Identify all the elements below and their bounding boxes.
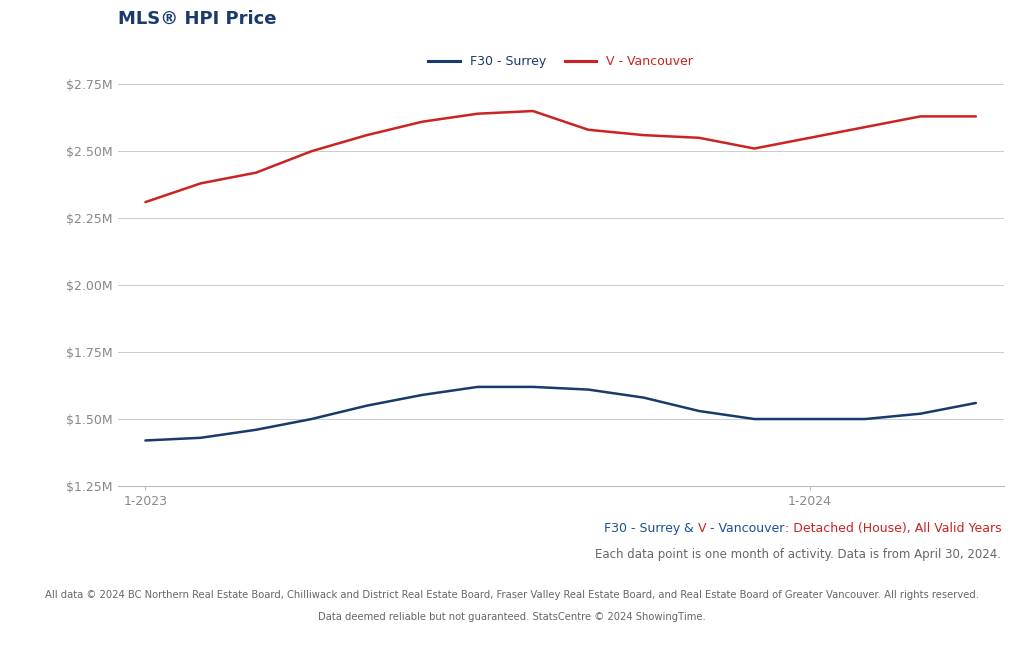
Text: &: & xyxy=(680,522,698,535)
Text: Data deemed reliable but not guaranteed. StatsCentre © 2024 ShowingTime.: Data deemed reliable but not guaranteed.… xyxy=(318,612,706,622)
Text: All data © 2024 BC Northern Real Estate Board, Chilliwack and District Real Esta: All data © 2024 BC Northern Real Estate … xyxy=(45,590,979,599)
Text: Each data point is one month of activity. Data is from April 30, 2024.: Each data point is one month of activity… xyxy=(596,548,1001,561)
Text: - Vancouver: - Vancouver xyxy=(707,522,784,535)
Text: MLS® HPI Price: MLS® HPI Price xyxy=(118,10,276,28)
Text: F30 - Surrey: F30 - Surrey xyxy=(604,522,680,535)
Text: V: V xyxy=(698,522,707,535)
Text: : Detached (House), All Valid Years: : Detached (House), All Valid Years xyxy=(784,522,1001,535)
Legend: F30 - Surrey, V - Vancouver: F30 - Surrey, V - Vancouver xyxy=(424,51,697,73)
